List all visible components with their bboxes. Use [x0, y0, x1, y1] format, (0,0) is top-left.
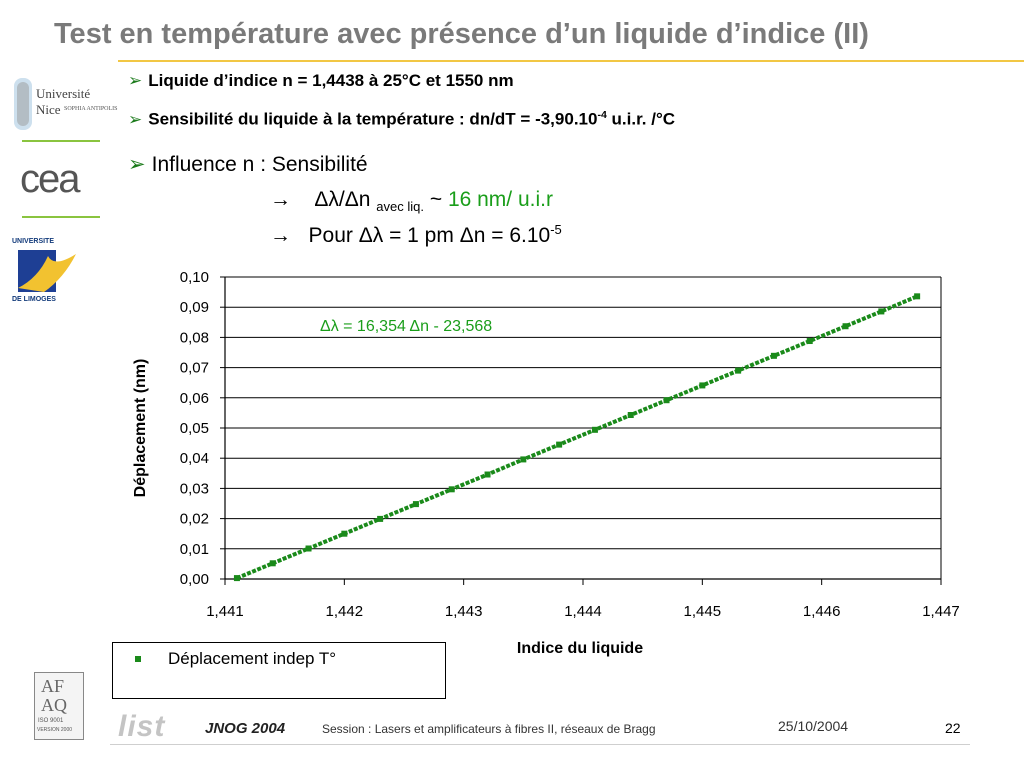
chart-ticks: 0,00 0,01 0,02 0,03 0,04 0,05 0,06 0,07 0,08 0,09…: [180, 269, 960, 620]
regression-equation: Δλ = 16,354 Δn - 23,568: [320, 318, 492, 335]
x-tick-label: 1,442: [326, 603, 364, 620]
footer-conference: JNOG 2004: [205, 720, 286, 737]
afaq-line1: AF: [41, 676, 65, 696]
bullet-influence-text: Influence n : Sensibilité: [151, 153, 368, 176]
data-point: [914, 293, 921, 300]
series-trace: [236, 294, 918, 580]
right-arrow-icon: →: [270, 224, 291, 247]
cea-logo: cea: [20, 156, 102, 202]
bullet-liquid-index: ➢ Liquide d’indice n = 1,4438 à 25°C et 1…: [128, 71, 514, 91]
data-point: [448, 486, 455, 493]
ratio-tilde: ~: [424, 188, 448, 211]
y-tick-label: 0,10: [180, 269, 209, 286]
resolution-text: Pour Δλ = 1 pm Δn = 6.10: [308, 224, 551, 247]
afaq-logo: AF AQ ISO 9001 VERSION 2000: [34, 672, 84, 740]
universite-nice-emblem-icon: [14, 78, 32, 130]
x-tick-label: 1,447: [922, 603, 960, 620]
limoges-emblem-icon: [18, 250, 76, 292]
title-underline: [118, 60, 1024, 62]
y-tick-label: 0,04: [180, 450, 209, 467]
resolution-exponent: -5: [550, 222, 562, 237]
y-tick-label: 0,02: [180, 511, 209, 528]
y-tick-label: 0,09: [180, 299, 209, 316]
universite-nice-city: Nice: [36, 102, 61, 117]
bullet-influence: ➢ Influence n : Sensibilité: [128, 152, 368, 177]
line-resolution: → Pour Δλ = 1 pm Δn = 6.10-5: [270, 222, 562, 248]
limoges-top-text: UNIVERSITE: [12, 238, 55, 245]
y-tick-label: 0,05: [180, 420, 209, 437]
bullet-sensitivity-unit: u.i.r. /°C: [606, 109, 676, 129]
data-point: [556, 441, 563, 448]
limoges-bottom-text: DE LIMOGES: [12, 296, 56, 303]
x-tick-label: 1,446: [803, 603, 841, 620]
right-arrow-icon: →: [270, 188, 291, 211]
footer-rule: [110, 744, 970, 745]
data-point: [269, 560, 276, 567]
data-point: [412, 501, 419, 508]
bullet-sensitivity: ➢ Sensibilité du liquide à la température…: [128, 109, 675, 130]
data-point: [520, 456, 527, 463]
data-point: [305, 545, 312, 552]
list-logo: list: [118, 710, 166, 743]
data-point: [878, 308, 885, 315]
bullet-arrow-icon: ➢: [128, 71, 143, 90]
ratio-subscript: avec liq.: [376, 199, 424, 215]
universite-limoges-logo: UNIVERSITE DE LIMOGES: [12, 238, 82, 308]
line-ratio: → Δλ/Δn avec liq. ~ 16 nm/ u.i.r: [270, 188, 553, 214]
universite-nice-logo: Université Nice SOPHIA ANTIPOLIS: [12, 72, 120, 134]
data-point: [377, 515, 384, 522]
footer-session: Session : Lasers et amplificateurs à fib…: [322, 722, 656, 736]
footer-date: 25/10/2004: [778, 718, 849, 734]
data-point: [663, 397, 670, 404]
afaq-iso: ISO 9001: [38, 718, 64, 724]
universite-nice-sophia: SOPHIA ANTIPOLIS: [64, 106, 118, 112]
legend-label: Déplacement indep T°: [168, 649, 337, 668]
data-point: [735, 367, 742, 374]
x-tick-label: 1,441: [206, 603, 244, 620]
y-tick-label: 0,07: [180, 360, 209, 377]
afaq-line2: AQ: [41, 695, 67, 715]
ratio-value: 16 nm/ u.i.r: [447, 188, 553, 211]
y-axis-label: Déplacement (nm): [132, 359, 149, 498]
bullet-sensitivity-text: Sensibilité du liquide à la température …: [148, 109, 598, 129]
data-point: [842, 323, 849, 330]
footer-page-number: 22: [945, 720, 961, 736]
data-point: [233, 575, 240, 582]
bullet-arrow-icon: ➢: [128, 109, 143, 129]
y-tick-label: 0,03: [180, 480, 209, 497]
data-point: [484, 471, 491, 478]
y-tick-label: 0,06: [180, 390, 209, 407]
bullet-liquid-index-text: Liquide d’indice n = 1,4438 à 25°C et 15…: [148, 71, 514, 90]
ratio-label: Δλ/Δn: [314, 188, 377, 211]
y-tick-label: 0,08: [180, 329, 209, 346]
data-point: [627, 412, 634, 419]
data-point: [591, 426, 598, 433]
y-tick-label: 0,00: [180, 571, 209, 588]
universite-nice-word: Université: [36, 86, 91, 101]
chart-grid: [225, 276, 941, 550]
y-tick-label: 0,01: [180, 541, 209, 558]
bullet-sensitivity-exponent: -4: [597, 109, 607, 121]
legend-marker: [135, 656, 141, 662]
data-point: [806, 338, 813, 345]
x-axis-label: Indice du liquide: [517, 640, 643, 657]
logo-separator: [22, 216, 100, 218]
chart-legend: Déplacement indep T°: [112, 642, 446, 699]
chart-series: [233, 293, 921, 582]
x-tick-label: 1,444: [564, 603, 602, 620]
data-point: [770, 352, 777, 359]
data-point: [341, 530, 348, 537]
logo-separator: [22, 140, 100, 142]
slide-title: Test en température avec présence d’un l…: [54, 18, 869, 50]
x-tick-label: 1,443: [445, 603, 483, 620]
bullet-arrow-icon: ➢: [128, 153, 146, 176]
cea-logo-text: cea: [20, 157, 81, 201]
afaq-version: VERSION 2000: [37, 727, 73, 733]
x-tick-label: 1,445: [684, 603, 722, 620]
data-point: [699, 382, 706, 389]
